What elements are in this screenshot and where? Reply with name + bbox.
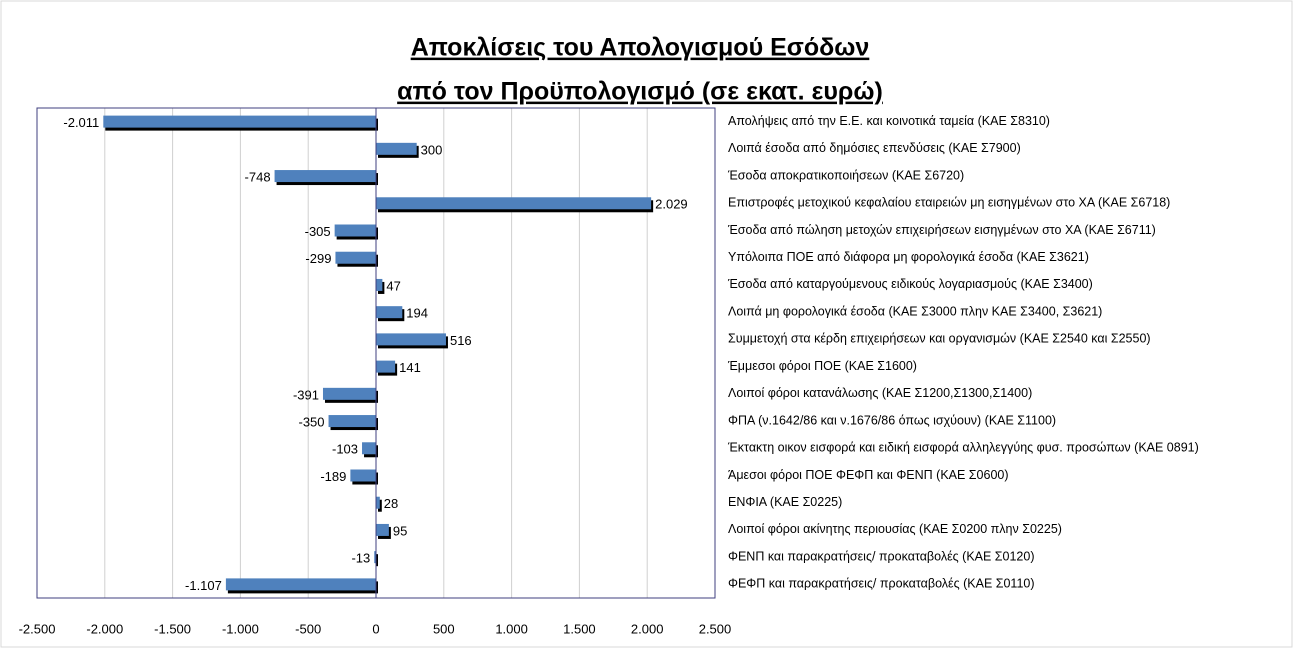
bar — [328, 415, 376, 428]
value-label: 95 — [393, 523, 407, 538]
category-label: ΦΕΝΠ και παρακρατήσεις/ προκαταβολές (ΚΑ… — [728, 549, 1035, 563]
category-label: Συμμετοχή στα κέρδη επιχειρήσεων και οργ… — [728, 332, 1151, 346]
category-label: Λοιπά μη φορολογικά έσοδα (ΚΑΕ Σ3000 πλη… — [728, 304, 1102, 318]
value-label: -391 — [293, 387, 319, 402]
bar — [335, 251, 376, 264]
value-label: 2.029 — [655, 197, 688, 212]
category-label: Απολήψεις από την Ε.Ε. και κοινοτικά ταμ… — [728, 114, 1050, 128]
bar — [376, 142, 417, 155]
category-label: ΕΝΦΙΑ (ΚΑΕ Σ0225) — [728, 495, 842, 509]
category-label: Έσοδα από πώληση μετοχών επιχειρήσεων ει… — [727, 223, 1156, 237]
value-label: 516 — [450, 333, 472, 348]
bar — [322, 387, 376, 400]
value-label: 141 — [399, 360, 421, 375]
x-tick-label: 0 — [372, 621, 379, 636]
category-label: Λοιποί φόροι κατανάλωσης (ΚΑΕ Σ1200,Σ130… — [728, 386, 1032, 400]
category-label: Έκτακτη οικον εισφορά και ειδική εισφορά… — [727, 441, 1199, 455]
bar — [274, 170, 376, 183]
bar-shadow — [378, 499, 382, 512]
category-label: ΦΠΑ (ν.1642/86 και ν.1676/86 όπως ισχύου… — [728, 413, 1056, 427]
category-label: Λοιπά έσοδα από δημόσιες επενδύσεις (ΚΑΕ… — [728, 141, 1021, 155]
bar — [334, 224, 376, 237]
value-label: 300 — [421, 142, 443, 157]
value-label: -350 — [299, 414, 325, 429]
value-label: -305 — [305, 224, 331, 239]
bar — [225, 578, 376, 591]
category-label: Έσοδα αποκρατικοποιήσεων (ΚΑΕ Σ6720) — [727, 168, 964, 182]
x-tick-label: 2.000 — [631, 621, 664, 636]
bar — [374, 551, 376, 564]
value-label: -103 — [332, 442, 358, 457]
value-label: -13 — [351, 551, 370, 566]
bar — [362, 442, 376, 455]
chart-title: Αποκλίσεις του Απολογισμού Εσόδων — [411, 34, 870, 62]
value-label: 28 — [384, 496, 398, 511]
bar — [376, 496, 380, 509]
category-label: Άμεσοι φόροι ΠΟΕ ΦΕΦΠ και ΦΕΝΠ (ΚΑΕ Σ060… — [728, 468, 1009, 482]
value-label: 194 — [406, 306, 428, 321]
category-label: Υπόλοιπα ΠΟΕ από διάφορα μη φορολογικά έ… — [728, 250, 1089, 264]
bar-shadow — [376, 554, 378, 567]
bar — [376, 278, 383, 291]
category-label: Έμμεσοι φόροι ΠΟΕ (ΚΑΕ Σ1600) — [727, 359, 917, 373]
x-tick-label: -2.000 — [86, 621, 123, 636]
x-tick-label: 500 — [433, 621, 455, 636]
bar — [376, 360, 396, 373]
value-label: -189 — [320, 469, 346, 484]
value-label: -2.011 — [63, 115, 99, 130]
x-tick-label: -1.500 — [154, 621, 191, 636]
category-label: Επιστροφές μετοχικού κεφαλαίου εταιρειών… — [728, 196, 1170, 210]
x-tick-label: -2.500 — [19, 621, 56, 636]
category-label: ΦΕΦΠ και παρακρατήσεις/ προκαταβολές (ΚΑ… — [728, 577, 1035, 591]
x-tick-label: 1.000 — [495, 621, 528, 636]
x-tick-label: 2.500 — [699, 621, 732, 636]
category-label: Λοιποί φόροι ακίνητης περιουσίας (ΚΑΕ Σ0… — [728, 522, 1062, 536]
bar — [376, 333, 446, 346]
x-tick-label: -1.000 — [222, 621, 259, 636]
value-label: -748 — [245, 169, 271, 184]
bar — [376, 197, 652, 210]
x-tick-label: -500 — [295, 621, 321, 636]
bar — [376, 523, 389, 536]
x-tick-label: 1.500 — [563, 621, 596, 636]
value-label: -1.107 — [185, 578, 222, 593]
bar — [103, 115, 376, 128]
category-label: Έσοδα από καταργούμενους ειδικούς λογαρι… — [727, 277, 1093, 291]
chart-title: από τον Προϋπολογισμό (σε εκατ. ευρώ) — [397, 78, 883, 106]
bar — [350, 469, 376, 482]
value-label: 47 — [386, 278, 400, 293]
value-label: -299 — [305, 251, 331, 266]
bar — [376, 306, 403, 319]
